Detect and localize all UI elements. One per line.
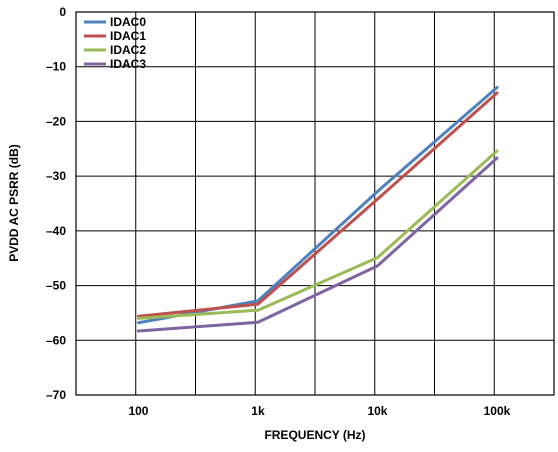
y-tick-label: –20 xyxy=(46,114,66,128)
y-tick-label: –60 xyxy=(46,333,66,347)
x-axis-title: FREQUENCY (Hz) xyxy=(264,428,365,442)
y-tick-label: –70 xyxy=(46,388,66,402)
series-line-idac3 xyxy=(136,156,499,333)
x-tick-label: 1k xyxy=(251,404,265,418)
legend-label-idac3: IDAC3 xyxy=(110,57,146,71)
y-tick-label: –10 xyxy=(46,60,66,74)
x-tick-label: 100 xyxy=(128,404,148,418)
legend-label-idac2: IDAC2 xyxy=(110,43,146,57)
series-lines xyxy=(136,86,499,333)
series-line-idac2 xyxy=(136,149,499,320)
grid-lines xyxy=(75,11,555,396)
y-tick-labels: 0 –10 –20 –30 –40 –50 –60 –70 xyxy=(46,5,66,402)
x-tick-label: 10k xyxy=(367,404,387,418)
series-line-idac0 xyxy=(136,86,499,325)
x-tick-labels: 100 1k 10k 100k xyxy=(128,404,510,418)
y-tick-label: –30 xyxy=(46,169,66,183)
y-tick-label: 0 xyxy=(59,5,66,19)
plot-area-frame xyxy=(75,11,555,396)
y-axis-title: PVDD AC PSRR (dB) xyxy=(7,144,21,262)
legend-label-idac1: IDAC1 xyxy=(110,29,146,43)
legend-label-idac0: IDAC0 xyxy=(110,15,146,29)
series-line-idac1 xyxy=(136,91,499,318)
x-tick-label: 100k xyxy=(484,404,511,418)
y-tick-label: –40 xyxy=(46,224,66,238)
y-tick-label: –50 xyxy=(46,279,66,293)
